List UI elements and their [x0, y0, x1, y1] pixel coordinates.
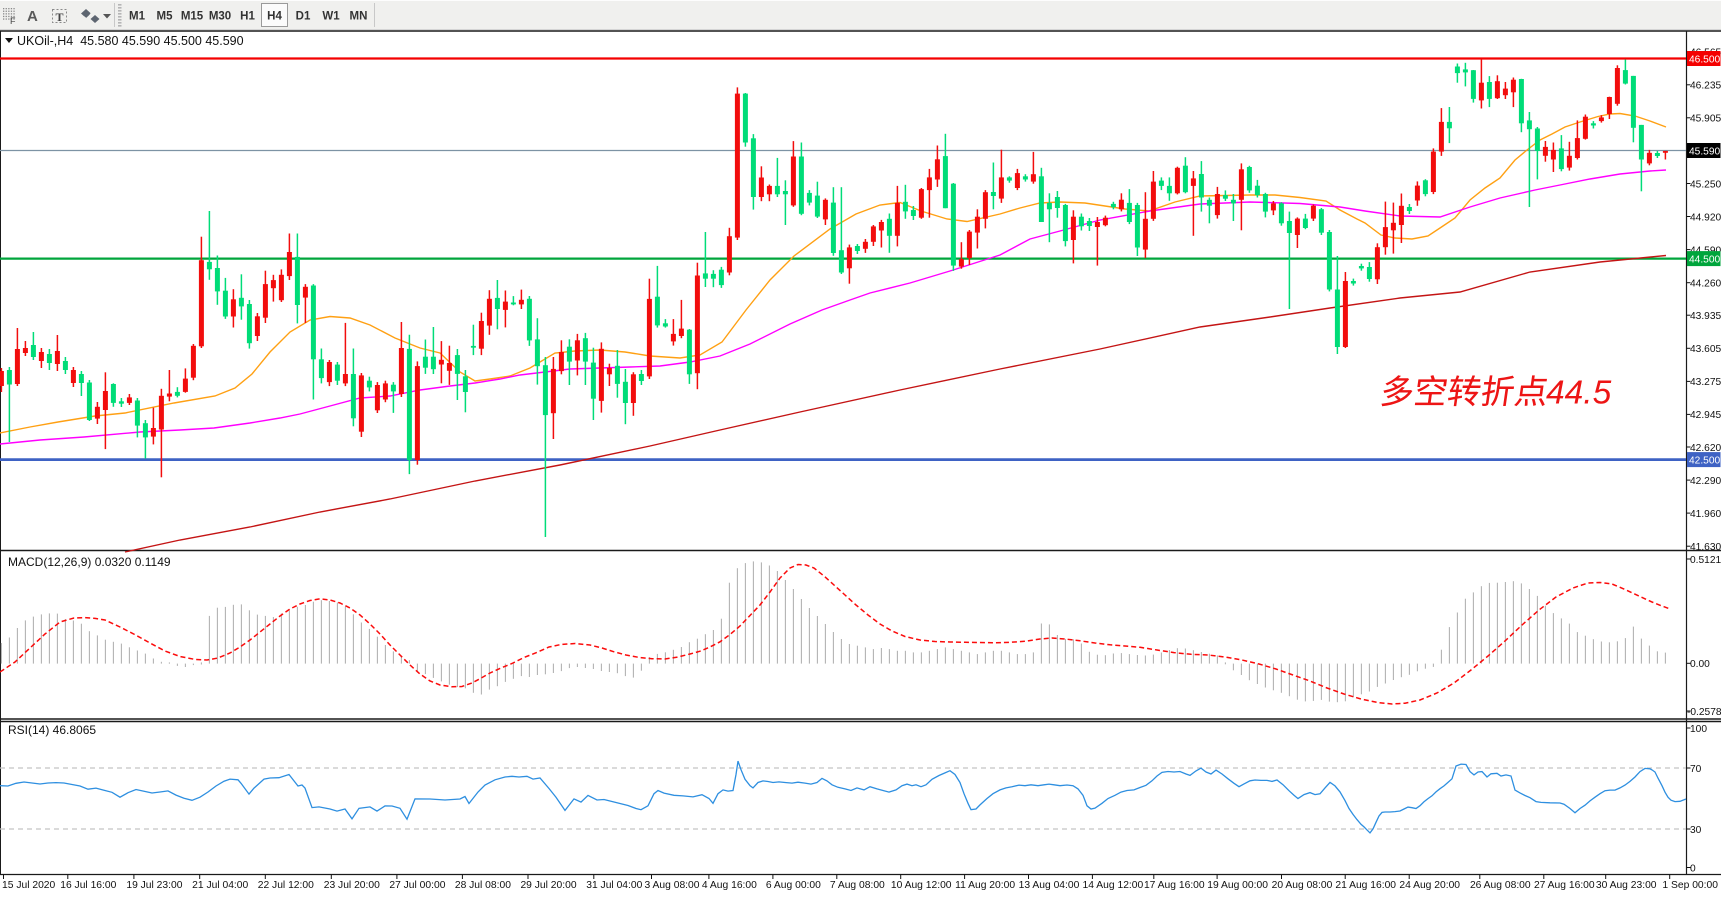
svg-text:UKOil-,H4 45.580 45.590 45.50: UKOil-,H4 45.580 45.590 45.500 45.590 — [17, 34, 244, 48]
svg-text:4 Aug 16:00: 4 Aug 16:00 — [702, 880, 757, 891]
svg-text:27 Jul 00:00: 27 Jul 00:00 — [389, 880, 445, 891]
svg-text:1 Sep 00:00: 1 Sep 00:00 — [1662, 880, 1718, 891]
svg-text:44.260: 44.260 — [1690, 279, 1721, 290]
svg-text:21 Jul 04:00: 21 Jul 04:00 — [192, 880, 248, 891]
svg-text:30: 30 — [1690, 825, 1702, 836]
svg-text:45.250: 45.250 — [1690, 179, 1721, 190]
svg-text:44.920: 44.920 — [1690, 212, 1721, 223]
svg-text:H4: H4 — [267, 11, 282, 23]
svg-text:19 Aug 00:00: 19 Aug 00:00 — [1207, 880, 1268, 891]
svg-text:29 Jul 20:00: 29 Jul 20:00 — [520, 880, 576, 891]
svg-text:H1: H1 — [240, 11, 255, 23]
svg-text:46.235: 46.235 — [1690, 81, 1721, 92]
svg-text:D1: D1 — [296, 11, 311, 23]
svg-text:45.905: 45.905 — [1690, 114, 1721, 125]
svg-text:13 Aug 04:00: 13 Aug 04:00 — [1019, 880, 1080, 891]
svg-text:W1: W1 — [322, 11, 340, 23]
svg-text:7 Aug 08:00: 7 Aug 08:00 — [830, 880, 885, 891]
svg-text:0.5121: 0.5121 — [1690, 555, 1721, 566]
svg-text:3 Aug 08:00: 3 Aug 08:00 — [645, 880, 700, 891]
svg-text:20 Aug 08:00: 20 Aug 08:00 — [1272, 880, 1333, 891]
svg-text:M30: M30 — [209, 11, 231, 23]
svg-text:24 Aug 20:00: 24 Aug 20:00 — [1399, 880, 1460, 891]
svg-text:46.500: 46.500 — [1689, 54, 1720, 65]
svg-text:43.275: 43.275 — [1690, 377, 1721, 388]
svg-text:42.620: 42.620 — [1690, 443, 1721, 454]
svg-text:42.945: 42.945 — [1690, 410, 1721, 421]
svg-text:11 Aug 20:00: 11 Aug 20:00 — [955, 880, 1015, 891]
svg-text:10 Aug 12:00: 10 Aug 12:00 — [891, 880, 952, 891]
svg-text:44.500: 44.500 — [1689, 254, 1720, 265]
svg-text:M15: M15 — [181, 11, 204, 23]
svg-text:44.590: 44.590 — [1690, 245, 1721, 256]
svg-text:100: 100 — [1690, 724, 1707, 735]
svg-text:70: 70 — [1690, 764, 1702, 775]
svg-text:22 Jul 12:00: 22 Jul 12:00 — [258, 880, 314, 891]
svg-text:41.960: 41.960 — [1690, 509, 1721, 520]
svg-text:30 Aug 23:00: 30 Aug 23:00 — [1596, 880, 1657, 891]
svg-text:M5: M5 — [157, 11, 174, 23]
svg-text:42.500: 42.500 — [1689, 455, 1720, 466]
svg-text:16 Jul 16:00: 16 Jul 16:00 — [60, 880, 116, 891]
svg-text:17 Aug 16:00: 17 Aug 16:00 — [1144, 880, 1205, 891]
svg-text:44.5: 44.5 — [1546, 375, 1612, 412]
svg-text:27 Aug 16:00: 27 Aug 16:00 — [1534, 880, 1595, 891]
svg-text:15 Jul 2020: 15 Jul 2020 — [2, 880, 56, 891]
svg-text:19 Jul 23:00: 19 Jul 23:00 — [126, 880, 182, 891]
svg-text:0.00: 0.00 — [1690, 659, 1710, 670]
svg-text:42.290: 42.290 — [1690, 476, 1721, 487]
svg-text:45.590: 45.590 — [1689, 146, 1720, 157]
svg-text:21 Aug 16:00: 21 Aug 16:00 — [1335, 880, 1396, 891]
svg-text:43.935: 43.935 — [1690, 311, 1721, 322]
svg-text:43.605: 43.605 — [1690, 344, 1721, 355]
svg-text:14 Aug 12:00: 14 Aug 12:00 — [1083, 880, 1144, 891]
svg-text:31 Jul 04:00: 31 Jul 04:00 — [586, 880, 642, 891]
svg-text:28 Jul 08:00: 28 Jul 08:00 — [455, 880, 511, 891]
svg-text:41.630: 41.630 — [1690, 542, 1721, 553]
svg-text:23 Jul 20:00: 23 Jul 20:00 — [324, 880, 380, 891]
svg-text:0: 0 — [1690, 863, 1696, 874]
svg-text:6 Aug 00:00: 6 Aug 00:00 — [766, 880, 821, 891]
svg-text:-0.2578: -0.2578 — [1687, 707, 1721, 718]
svg-text:F: F — [10, 16, 16, 26]
svg-text:26 Aug 08:00: 26 Aug 08:00 — [1470, 880, 1531, 891]
svg-text:M1: M1 — [129, 11, 146, 23]
svg-text:MN: MN — [350, 11, 368, 23]
svg-text:A: A — [27, 8, 38, 25]
svg-text:RSI(14) 46.8065: RSI(14) 46.8065 — [8, 723, 96, 737]
svg-text:MACD(12,26,9) 0.0320 0.1149: MACD(12,26,9) 0.0320 0.1149 — [8, 555, 171, 569]
svg-text:T: T — [56, 10, 64, 24]
